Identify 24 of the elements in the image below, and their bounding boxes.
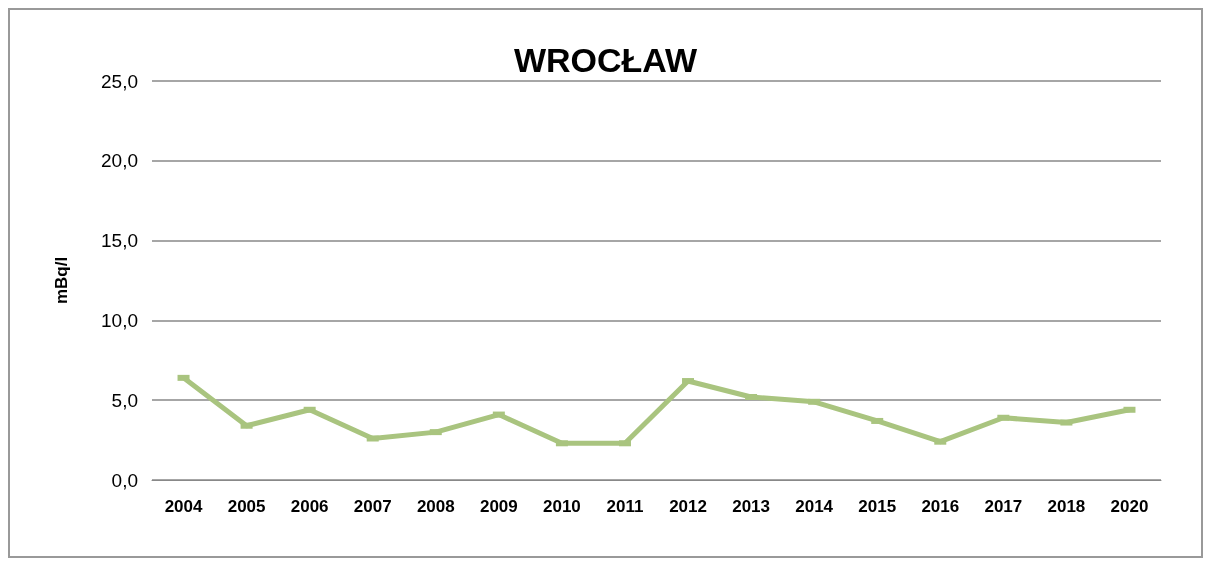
y-tick-label: 10,0 [101, 309, 138, 331]
y-axis-title: mBq/l [52, 256, 71, 305]
x-tick-label: 2006 [290, 497, 329, 516]
y-tick-label: 0,0 [111, 469, 138, 491]
x-tick-label: 2017 [984, 497, 1023, 516]
x-tick-label: 2004 [164, 497, 203, 516]
x-tick-label: 2013 [732, 497, 771, 516]
x-tick-label: 2005 [227, 497, 266, 516]
x-tick-label: 2015 [858, 497, 897, 516]
x-tick-label: 2007 [353, 497, 392, 516]
x-tick-label: 2016 [921, 497, 960, 516]
x-tick-label: 2011 [606, 497, 644, 516]
x-tick-label: 2010 [542, 497, 581, 516]
x-tick-label: 2014 [795, 497, 834, 516]
x-tick-label: 2018 [1047, 497, 1086, 516]
chart-title: WROCŁAW [513, 41, 698, 79]
x-tick-label: 2012 [669, 497, 707, 516]
y-tick-label: 20,0 [101, 150, 138, 172]
x-tick-label: 2008 [416, 497, 455, 516]
x-tick-label: 2020 [1110, 497, 1149, 516]
y-tick-label: 25,0 [101, 70, 138, 92]
x-tick-label: 2009 [479, 497, 518, 516]
y-tick-label: 15,0 [101, 230, 138, 252]
y-tick-label: 5,0 [111, 389, 138, 411]
